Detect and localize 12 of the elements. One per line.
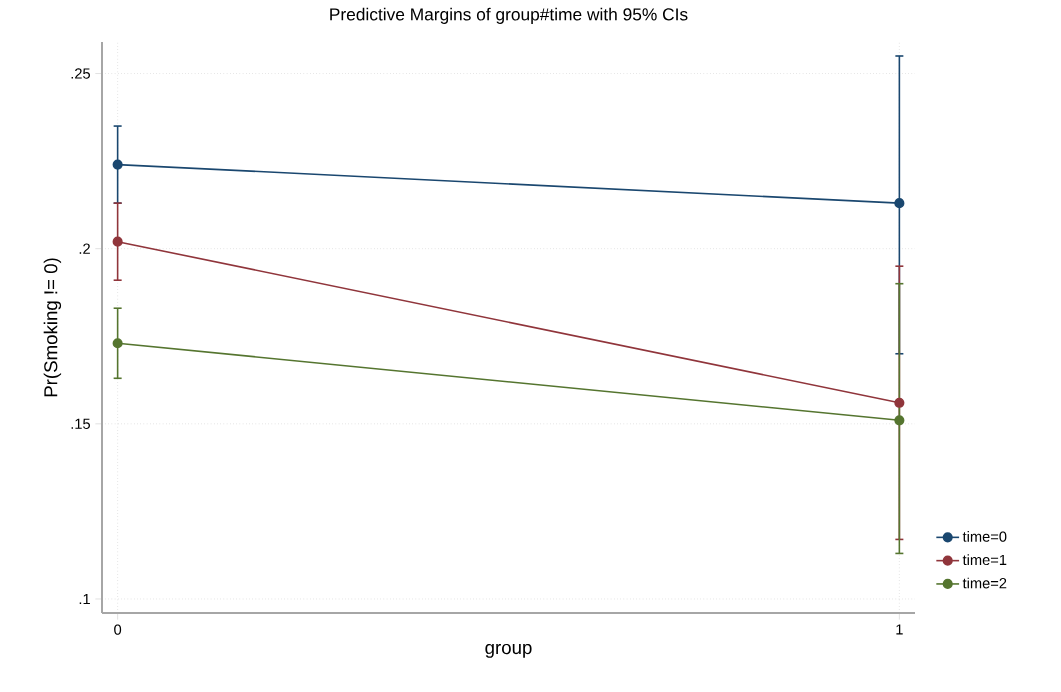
y-tick-label: .25	[71, 68, 90, 79]
x-tick-label: 1	[896, 624, 903, 635]
legend-label: time=0	[962, 531, 1007, 542]
legend-label: time=1	[962, 554, 1007, 566]
x-axis-title: group	[485, 643, 532, 658]
y-tick-label: .1	[79, 593, 90, 605]
y-tick-label: .15	[71, 418, 90, 429]
y-axis-title: Pr(Smoking != 0)	[43, 258, 62, 397]
y-tick-label: .2	[79, 243, 90, 254]
chart-title: Predictive Margins of group#time with 95% CIs	[330, 7, 688, 24]
x-tick-label: 0	[114, 624, 122, 635]
legend-label: time=2	[962, 577, 1007, 589]
